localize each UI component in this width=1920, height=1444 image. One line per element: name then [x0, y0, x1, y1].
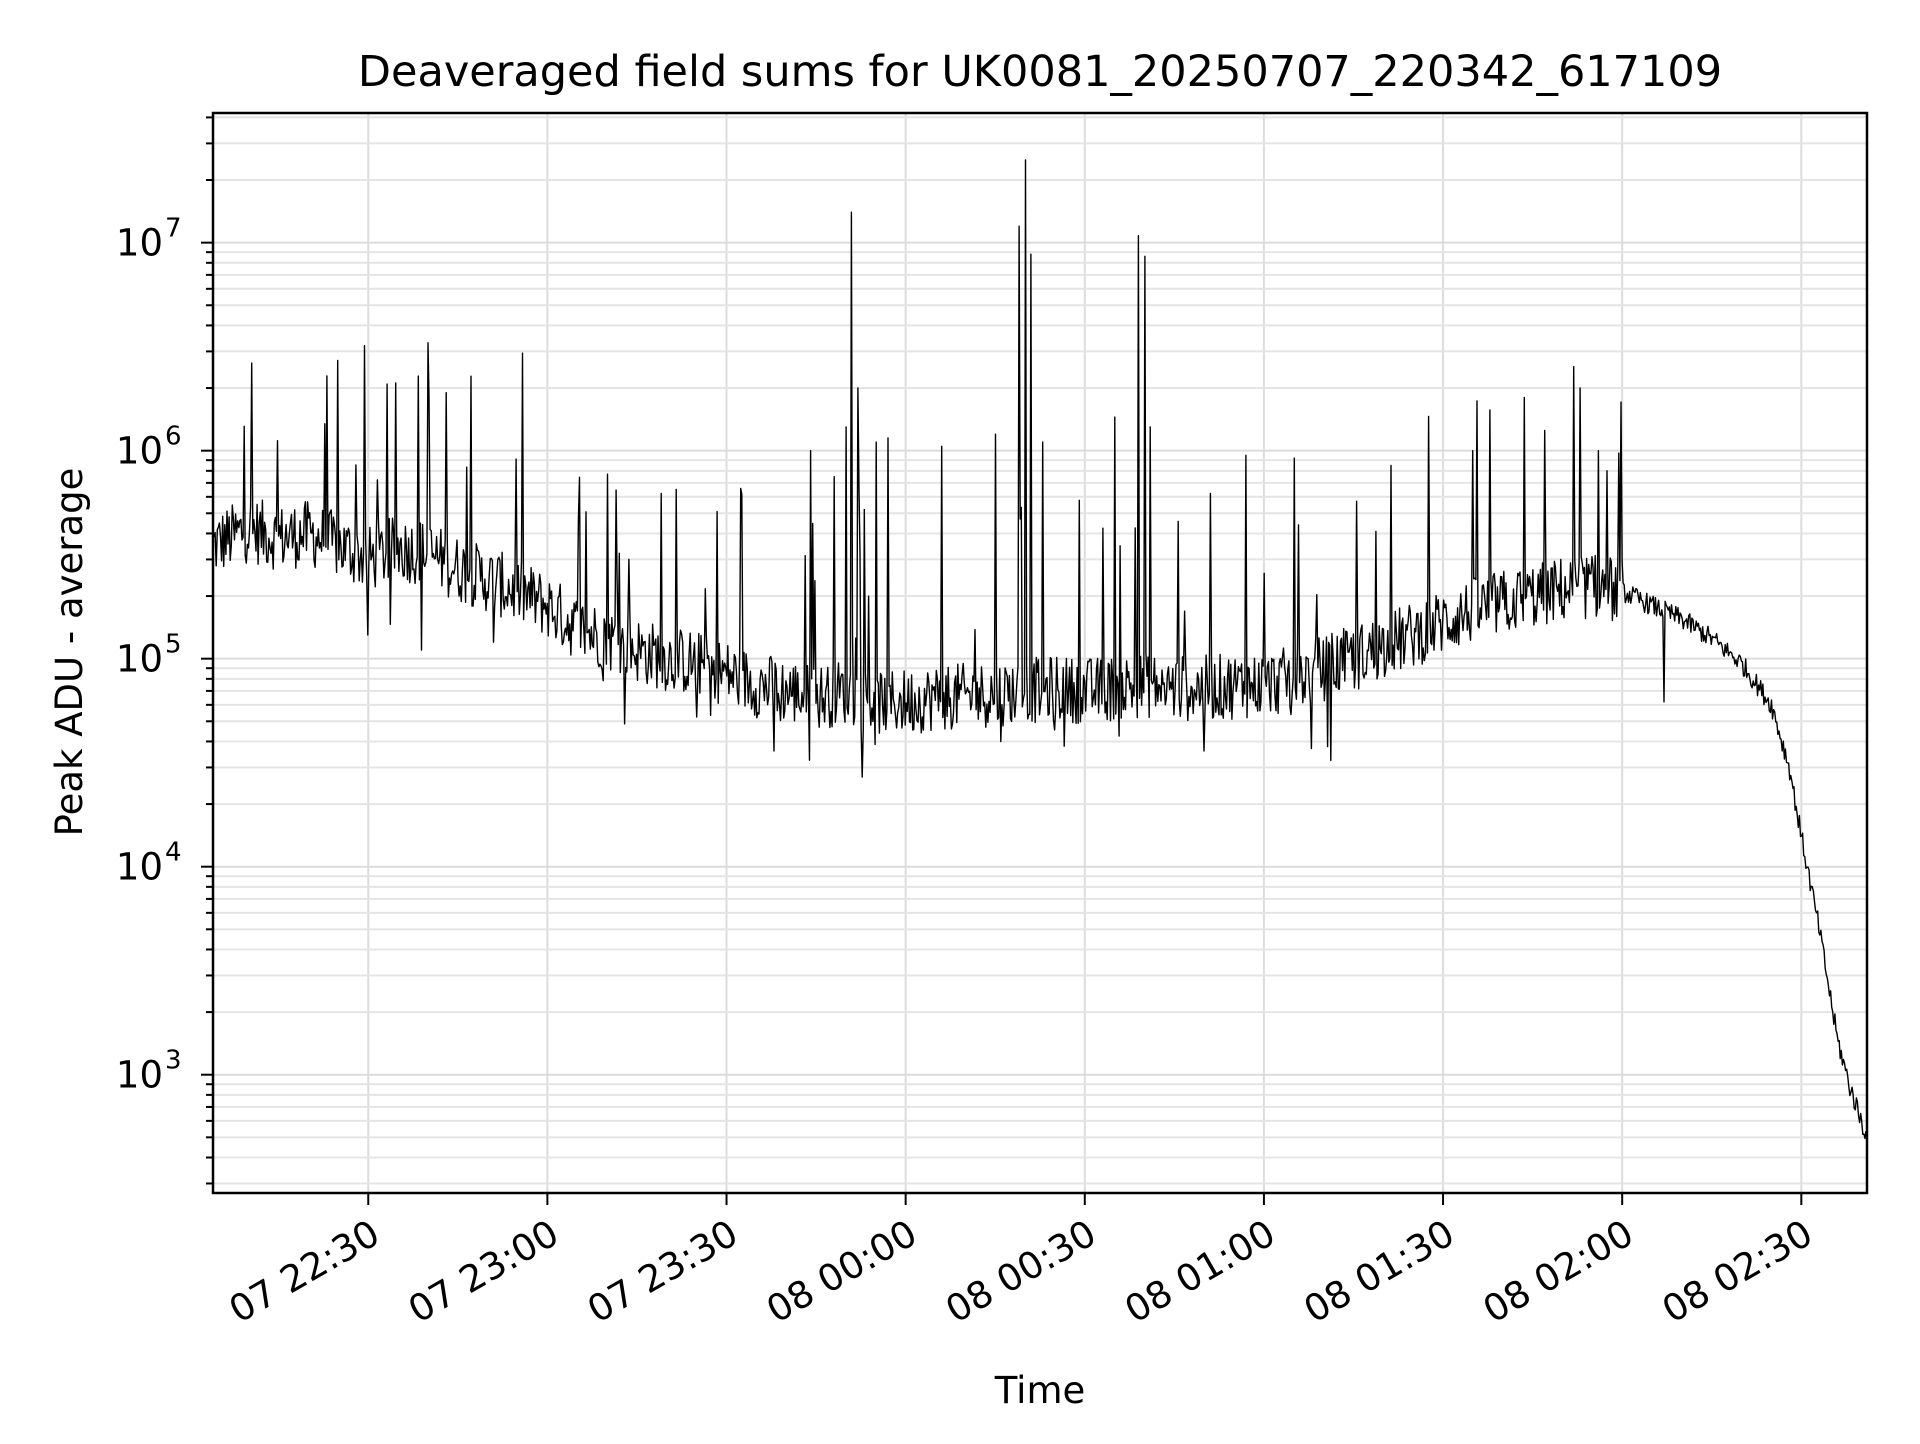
- y-tick-label: 10: [116, 222, 163, 265]
- grid: [213, 113, 1867, 1193]
- plot-frame: [211, 111, 1869, 1195]
- y-tick-exponent: 4: [165, 838, 182, 868]
- x-tick-label: 08 01:30: [1297, 1212, 1462, 1332]
- y-axis-label: Peak ADU - average: [48, 468, 91, 837]
- x-tick-label: 08 02:30: [1655, 1212, 1820, 1332]
- x-axis-label: Time: [994, 1369, 1086, 1412]
- x-tick-label: 08 01:00: [1118, 1212, 1283, 1332]
- chart-title: Deaveraged field sums for UK0081_2025070…: [358, 47, 1722, 97]
- series-line: [212, 159, 1867, 1140]
- y-tick-label: 10: [116, 638, 163, 681]
- x-tick-label: 07 23:00: [401, 1212, 566, 1332]
- y-tick-exponent: 6: [165, 422, 182, 452]
- y-tick-label: 10: [116, 1054, 163, 1097]
- y-tick-exponent: 7: [165, 214, 182, 244]
- series-layer: [212, 159, 1867, 1140]
- y-tick-exponent: 5: [165, 630, 182, 660]
- x-tick-label: 08 00:30: [938, 1212, 1103, 1332]
- x-axis-ticks: 07 22:30 07 23:00 07 23:30 08 00:00 08 00:30…: [222, 1193, 1820, 1332]
- x-tick-label: 08 00:00: [759, 1212, 924, 1332]
- x-tick-label: 07 23:30: [580, 1212, 745, 1332]
- x-tick-label: 07 22:30: [222, 1212, 387, 1332]
- y-tick-label: 10: [116, 430, 163, 473]
- y-tick-label: 10: [116, 846, 163, 889]
- x-tick-label: 08 02:00: [1476, 1212, 1641, 1332]
- y-tick-exponent: 3: [165, 1046, 182, 1076]
